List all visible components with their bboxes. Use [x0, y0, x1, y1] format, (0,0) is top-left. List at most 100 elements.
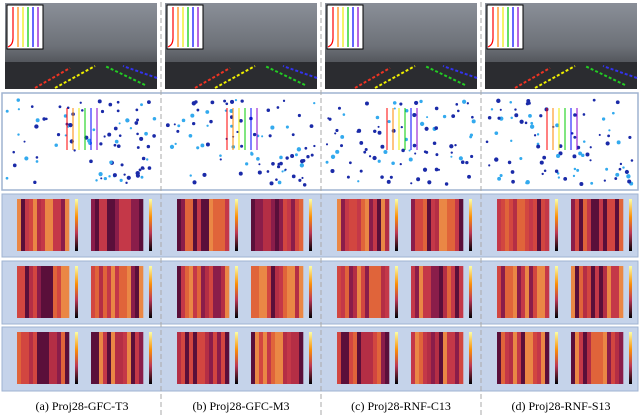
heatmap-cell — [575, 266, 579, 318]
point — [574, 168, 576, 170]
heatmap-cell — [299, 332, 303, 384]
heatmap-cell — [447, 199, 451, 251]
heatmap-cell — [517, 266, 521, 318]
point — [136, 171, 140, 175]
point — [98, 172, 102, 176]
heatmap-cell — [103, 332, 107, 384]
point — [311, 154, 314, 157]
heatmap-cell — [127, 332, 131, 384]
point — [230, 117, 232, 119]
heatmap-cell — [65, 266, 69, 318]
point — [205, 110, 209, 114]
heatmap-cell — [611, 199, 615, 251]
heatmap-cell — [135, 199, 139, 251]
point — [301, 177, 303, 179]
heatmap-cell — [509, 266, 513, 318]
heatmap-cell — [221, 266, 225, 318]
heatmap-cell — [603, 199, 607, 251]
heatmap-cell — [525, 199, 529, 251]
heatmap-cell — [41, 266, 45, 318]
point — [144, 132, 148, 136]
point — [223, 100, 226, 103]
point — [401, 149, 405, 153]
point — [631, 159, 634, 162]
point — [605, 168, 608, 171]
point — [544, 169, 546, 171]
heatmap-cell — [17, 266, 21, 318]
heatmap-cell — [459, 266, 463, 318]
point — [614, 177, 617, 180]
heatmap-cell — [255, 199, 259, 251]
point — [292, 175, 296, 179]
heatmap-cell — [251, 266, 255, 318]
point — [250, 153, 252, 155]
heatmap-cell — [575, 332, 579, 384]
caption: (a) Proj28-GFC-T3 — [36, 399, 129, 413]
point — [275, 178, 278, 181]
heatmap-cell — [513, 266, 517, 318]
point — [454, 144, 456, 146]
point — [121, 163, 124, 166]
heatmap-cell — [595, 332, 599, 384]
heatmap-cell — [41, 332, 45, 384]
point — [497, 177, 501, 181]
heatmap-cell — [53, 332, 57, 384]
heatmap-cell — [599, 199, 603, 251]
point — [177, 124, 180, 127]
heatmap-cell — [225, 332, 229, 384]
colorbar — [75, 266, 78, 318]
heatmap-cell — [615, 266, 619, 318]
point — [334, 132, 336, 134]
caption: (d) Proj28-RNF-S13 — [511, 399, 610, 413]
point — [328, 118, 331, 121]
point — [130, 127, 132, 129]
heatmap-cell — [193, 199, 197, 251]
heatmap-cell — [53, 199, 57, 251]
point — [519, 157, 522, 160]
heatmap-cell — [513, 199, 517, 251]
point — [338, 107, 341, 110]
heatmap-cell — [45, 199, 49, 251]
heatmap-cell — [357, 332, 361, 384]
point — [405, 109, 408, 112]
point — [335, 129, 338, 132]
heatmap-cell — [439, 266, 443, 318]
heatmap-cell — [381, 332, 385, 384]
heatmap-cell — [201, 332, 205, 384]
heatmap-cell — [299, 199, 303, 251]
point — [189, 134, 193, 138]
heatmap-cell — [61, 332, 65, 384]
heatmap-cell — [103, 266, 107, 318]
point — [65, 134, 67, 136]
heatmap-cell — [37, 332, 41, 384]
heatmap-cell — [497, 266, 501, 318]
point — [380, 145, 384, 149]
colorbar — [469, 332, 472, 384]
heatmap-cell — [111, 199, 115, 251]
heatmap-cell — [283, 199, 287, 251]
point — [435, 168, 439, 172]
heatmap-cell — [111, 332, 115, 384]
point — [24, 156, 28, 160]
point — [467, 175, 471, 179]
point — [73, 149, 75, 151]
heatmap-cell — [95, 266, 99, 318]
heatmap-cell — [517, 332, 521, 384]
point — [192, 122, 195, 125]
point — [459, 156, 463, 160]
point — [590, 182, 593, 185]
point — [486, 140, 489, 143]
colorbar — [149, 332, 152, 384]
heatmap-cell — [291, 266, 295, 318]
point — [424, 150, 427, 153]
heatmap-cell — [501, 199, 505, 251]
point — [24, 141, 26, 143]
heatmap-cell — [279, 199, 283, 251]
point — [81, 109, 84, 112]
heatmap-cell — [451, 266, 455, 318]
heatmap-cell — [427, 266, 431, 318]
point — [267, 109, 270, 112]
heatmap-cell — [607, 266, 611, 318]
heatmap-cell — [521, 199, 525, 251]
heatmap-cell — [385, 332, 389, 384]
